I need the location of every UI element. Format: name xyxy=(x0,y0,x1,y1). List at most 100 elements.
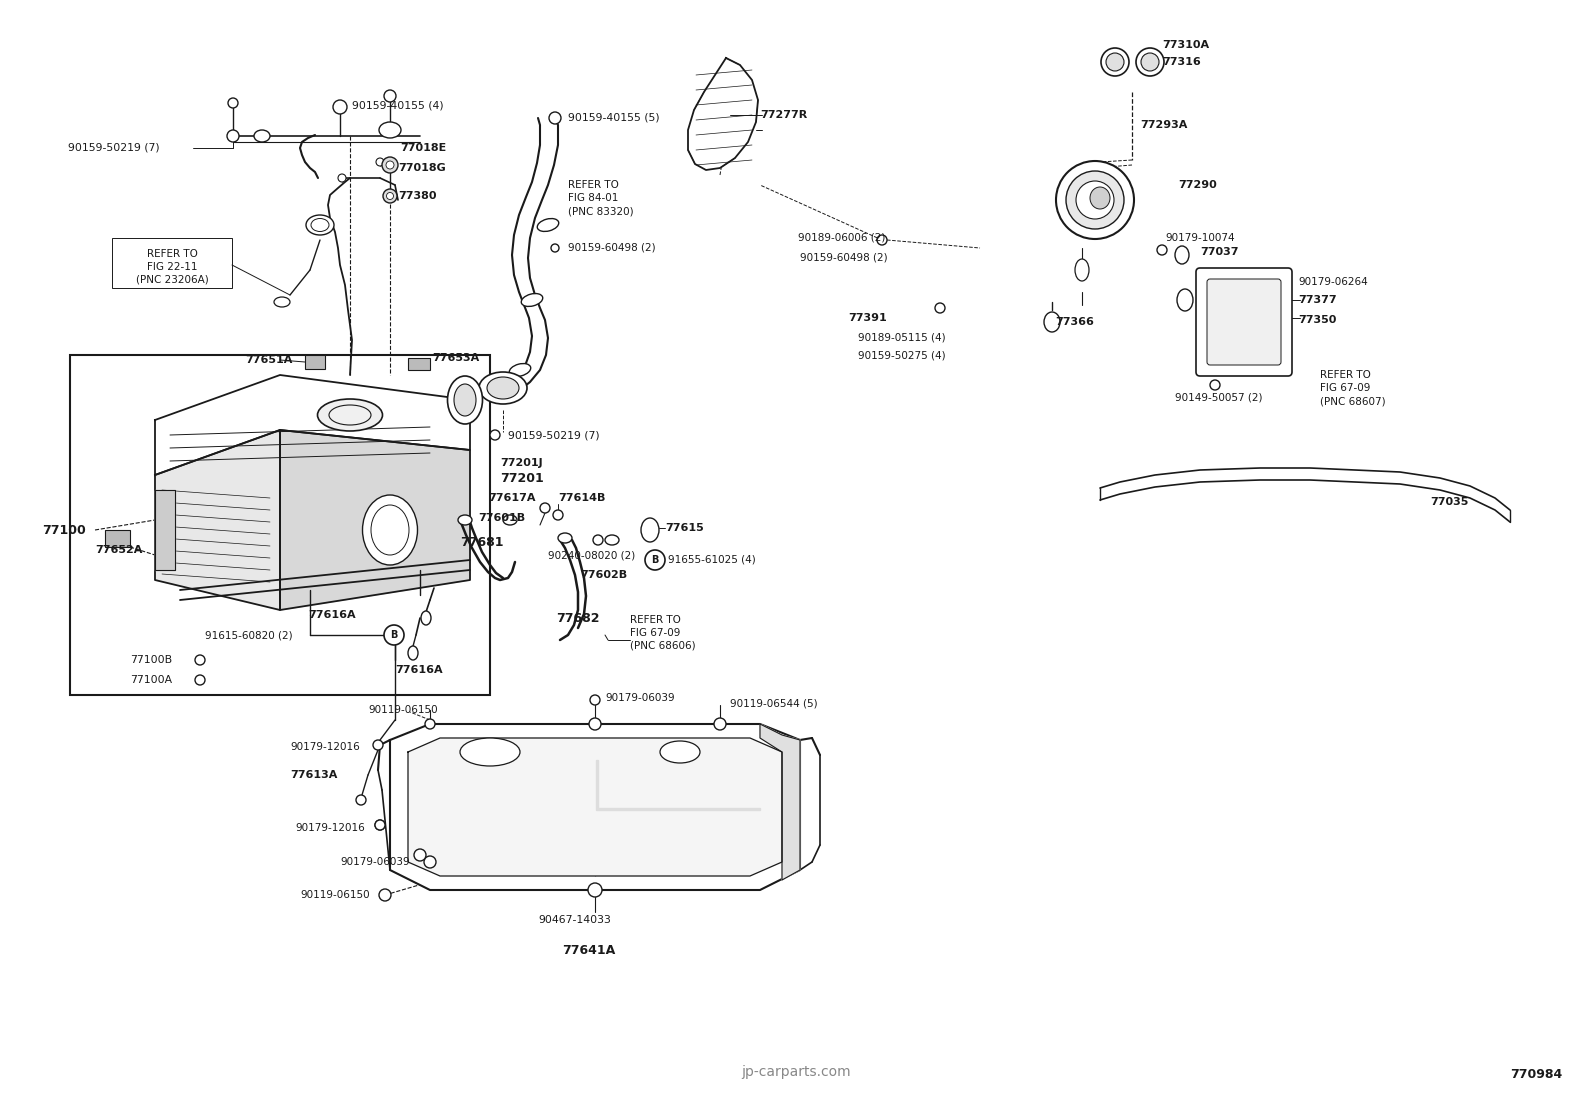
Bar xyxy=(408,358,430,370)
Circle shape xyxy=(1157,245,1167,255)
Text: REFER TO: REFER TO xyxy=(146,249,197,259)
Text: (PNC 83320): (PNC 83320) xyxy=(568,206,634,217)
Text: 77377: 77377 xyxy=(1297,295,1337,306)
Ellipse shape xyxy=(1106,53,1124,71)
Ellipse shape xyxy=(479,371,527,404)
Ellipse shape xyxy=(274,297,290,307)
Ellipse shape xyxy=(320,400,380,430)
Ellipse shape xyxy=(363,495,417,565)
Ellipse shape xyxy=(1091,187,1110,209)
Ellipse shape xyxy=(1175,246,1189,264)
Ellipse shape xyxy=(521,293,543,307)
Polygon shape xyxy=(390,724,801,890)
Ellipse shape xyxy=(1102,48,1129,76)
Text: 77601B: 77601B xyxy=(478,513,525,523)
Text: B: B xyxy=(390,630,398,640)
Text: 90119-06544 (5): 90119-06544 (5) xyxy=(731,698,818,708)
Text: 77037: 77037 xyxy=(1200,247,1239,257)
Ellipse shape xyxy=(379,122,401,138)
Circle shape xyxy=(877,235,887,245)
Text: 77651A: 77651A xyxy=(245,355,293,365)
Text: 90119-06150: 90119-06150 xyxy=(368,704,438,715)
Ellipse shape xyxy=(1176,289,1192,311)
Ellipse shape xyxy=(458,515,471,525)
Ellipse shape xyxy=(317,399,382,431)
Bar xyxy=(306,355,325,369)
Ellipse shape xyxy=(605,535,619,545)
Text: 77201: 77201 xyxy=(500,471,544,485)
Circle shape xyxy=(552,510,564,520)
Text: 77100A: 77100A xyxy=(131,675,172,685)
Text: 90159-50219 (7): 90159-50219 (7) xyxy=(508,430,600,440)
Text: 77682: 77682 xyxy=(556,611,600,624)
Circle shape xyxy=(387,192,393,200)
Text: 77366: 77366 xyxy=(1055,317,1094,328)
Text: 77035: 77035 xyxy=(1430,497,1468,507)
Circle shape xyxy=(384,189,396,203)
Text: 77100: 77100 xyxy=(41,523,86,536)
Ellipse shape xyxy=(460,739,521,766)
Text: 90159-50219 (7): 90159-50219 (7) xyxy=(68,143,159,153)
Text: REFER TO: REFER TO xyxy=(630,615,681,625)
Text: FIG 67-09: FIG 67-09 xyxy=(630,628,680,639)
Polygon shape xyxy=(759,724,801,880)
Text: 90240-08020 (2): 90240-08020 (2) xyxy=(548,551,635,560)
Bar xyxy=(111,238,232,288)
Text: 90189-06006 (2): 90189-06006 (2) xyxy=(798,233,885,243)
Text: 77652A: 77652A xyxy=(96,545,142,555)
Text: FIG 67-09: FIG 67-09 xyxy=(1320,382,1371,393)
Circle shape xyxy=(592,535,603,545)
Text: 77201J: 77201J xyxy=(500,458,543,468)
Ellipse shape xyxy=(408,646,419,660)
Text: 77615: 77615 xyxy=(665,523,704,533)
Text: 77613A: 77613A xyxy=(290,770,338,780)
Text: REFER TO: REFER TO xyxy=(568,180,619,190)
Circle shape xyxy=(376,820,385,830)
Text: 77617A: 77617A xyxy=(489,493,535,503)
Text: 77681: 77681 xyxy=(460,535,503,548)
Text: 90159-40155 (4): 90159-40155 (4) xyxy=(352,100,444,110)
Text: 90179-06039: 90179-06039 xyxy=(341,857,409,867)
Text: 77310A: 77310A xyxy=(1162,40,1210,49)
Text: 77616A: 77616A xyxy=(307,610,355,620)
Circle shape xyxy=(551,244,559,252)
Circle shape xyxy=(1210,380,1219,390)
Text: 90179-12016: 90179-12016 xyxy=(290,742,360,752)
Circle shape xyxy=(384,625,404,645)
Circle shape xyxy=(194,655,205,665)
Text: (PNC 68607): (PNC 68607) xyxy=(1320,396,1385,406)
Text: 90179-10074: 90179-10074 xyxy=(1165,233,1235,243)
Text: 90189-05115 (4): 90189-05115 (4) xyxy=(858,333,946,343)
Polygon shape xyxy=(595,761,759,810)
Text: 77293A: 77293A xyxy=(1140,120,1188,130)
Ellipse shape xyxy=(1137,48,1164,76)
Circle shape xyxy=(384,90,396,102)
Ellipse shape xyxy=(1141,53,1159,71)
Text: 77290: 77290 xyxy=(1178,180,1216,190)
Ellipse shape xyxy=(1044,312,1060,332)
Text: 90159-60498 (2): 90159-60498 (2) xyxy=(801,253,888,263)
FancyBboxPatch shape xyxy=(1196,268,1293,376)
Text: 77641A: 77641A xyxy=(562,944,615,956)
Text: 77018E: 77018E xyxy=(400,143,446,153)
Text: 77350: 77350 xyxy=(1297,315,1336,325)
Circle shape xyxy=(338,174,345,182)
Text: B: B xyxy=(651,555,659,565)
Ellipse shape xyxy=(1067,171,1124,229)
Text: 77100B: 77100B xyxy=(131,655,172,665)
Circle shape xyxy=(357,795,366,804)
Text: 90179-12016: 90179-12016 xyxy=(295,823,365,833)
Text: 77316: 77316 xyxy=(1162,57,1200,67)
Circle shape xyxy=(935,303,946,313)
Ellipse shape xyxy=(447,376,482,424)
Circle shape xyxy=(228,130,239,142)
Circle shape xyxy=(385,160,393,169)
Ellipse shape xyxy=(503,515,517,525)
Ellipse shape xyxy=(1076,181,1114,219)
Ellipse shape xyxy=(1075,259,1089,281)
Text: (PNC 23206A): (PNC 23206A) xyxy=(135,275,209,285)
Text: 91655-61025 (4): 91655-61025 (4) xyxy=(669,555,756,565)
Text: 90467-14033: 90467-14033 xyxy=(538,915,611,925)
Circle shape xyxy=(333,100,347,114)
Circle shape xyxy=(194,675,205,685)
